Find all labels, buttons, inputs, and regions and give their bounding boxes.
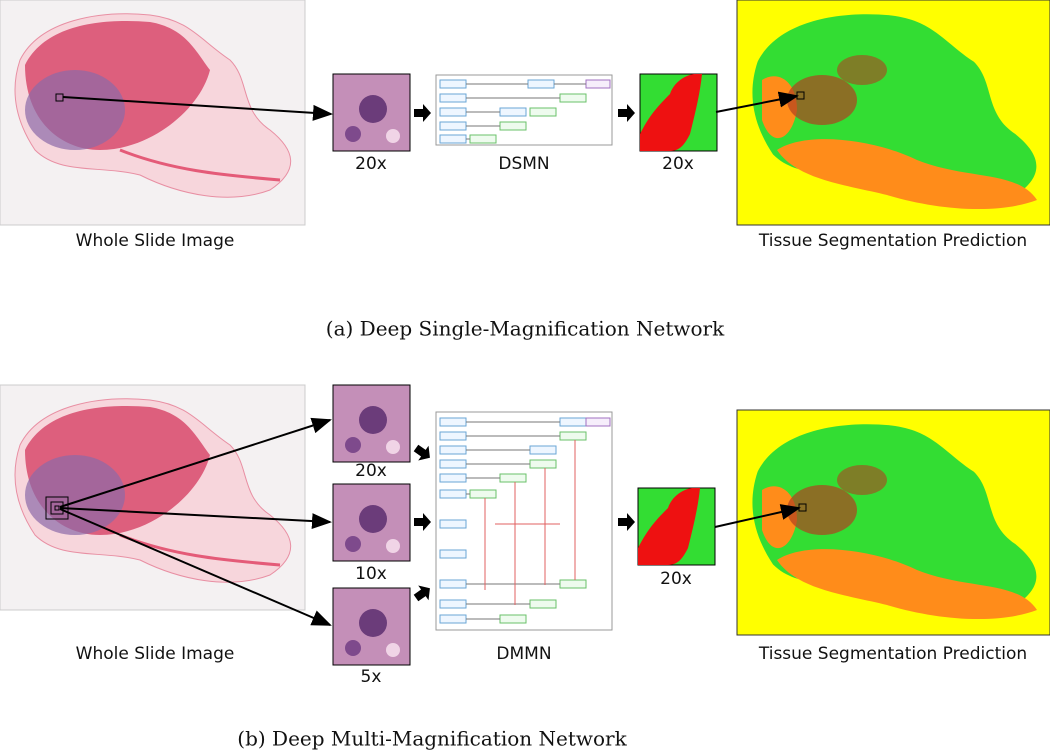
input-label: 5x	[361, 667, 382, 687]
prediction-image	[737, 0, 1050, 225]
patch-marker	[796, 91, 805, 100]
input-patch	[332, 384, 411, 463]
network-box	[435, 411, 613, 631]
patch-marker	[798, 503, 807, 512]
output-label: 20x	[662, 154, 694, 174]
wsi-label: Whole Slide Image	[76, 644, 235, 664]
arrow	[714, 504, 801, 528]
block-arrow	[414, 513, 431, 531]
block-arrow	[410, 440, 436, 466]
network-label: DSMN	[498, 154, 549, 174]
prediction-label: Tissue Segmentation Prediction	[758, 231, 1027, 251]
caption: (b) Deep Multi-Magnification Network	[237, 727, 627, 751]
network-label: DMMN	[496, 644, 551, 664]
input-label: 20x	[355, 461, 387, 481]
input-patch	[332, 483, 411, 562]
caption: (a) Deep Single-Magnification Network	[326, 317, 725, 341]
output-label: 20x	[660, 569, 692, 589]
whole-slide-image	[0, 0, 305, 225]
input-label: 20x	[355, 154, 387, 174]
network-box	[435, 74, 613, 146]
block-arrow	[414, 104, 431, 122]
prediction-image	[737, 410, 1050, 635]
arrow	[715, 91, 799, 113]
block-arrow	[410, 580, 436, 606]
output-patch	[639, 73, 718, 152]
wsi-label: Whole Slide Image	[76, 231, 235, 251]
prediction-label: Tissue Segmentation Prediction	[758, 644, 1027, 664]
arrow	[62, 96, 333, 121]
input-patch	[332, 587, 411, 666]
block-arrow	[618, 513, 635, 531]
block-arrow	[618, 104, 635, 122]
input-patch	[332, 73, 411, 152]
input-label: 10x	[355, 564, 387, 584]
arrows	[59, 417, 332, 626]
output-patch	[637, 487, 716, 566]
